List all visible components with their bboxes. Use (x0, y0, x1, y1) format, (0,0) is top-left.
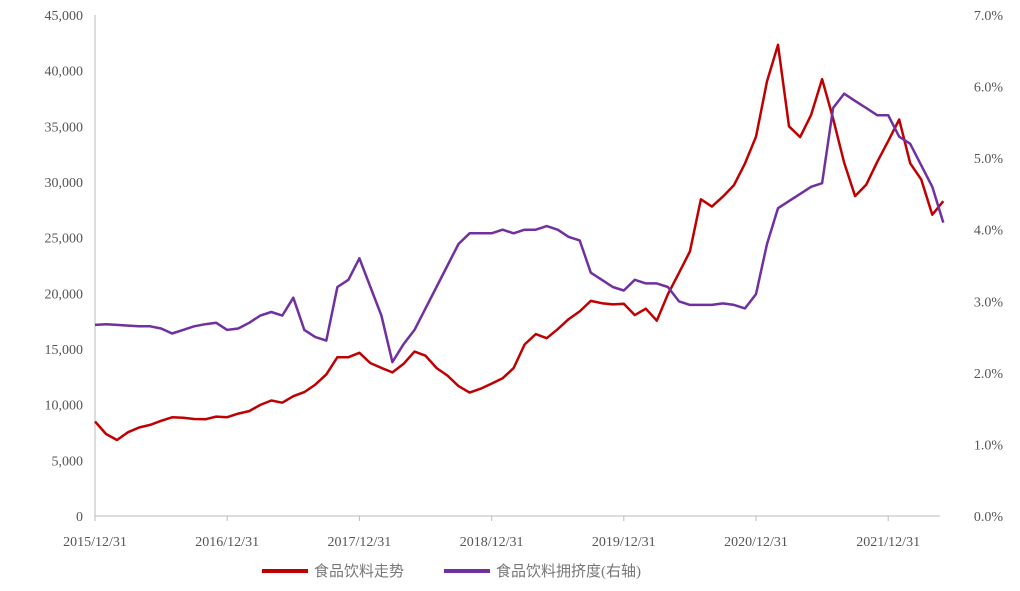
x-tick-label: 2020/12/31 (724, 535, 788, 550)
legend-label: 食品饮料走势 (314, 564, 405, 580)
legend-item-crowding: 食品饮料拥挤度(右轴) (444, 560, 641, 581)
y-right-tick-label: 6.0% (974, 81, 1004, 96)
y-left-tick-label: 45,000 (45, 9, 84, 24)
series-line-index (94, 43, 945, 442)
legend-swatch-red (262, 568, 308, 573)
y-left-tick-label: 25,000 (45, 232, 84, 247)
y-left-tick-label: 5,000 (52, 454, 84, 469)
x-tick-label: 2016/12/31 (195, 535, 259, 550)
y-left-tick-label: 30,000 (45, 176, 84, 191)
y-right-tick-label: 1.0% (974, 438, 1004, 453)
y-right-tick-label: 0.0% (974, 510, 1004, 525)
y-left-tick-label: 0 (76, 510, 83, 525)
y-left-tick-label: 20,000 (45, 287, 84, 302)
series-line-crowding (94, 92, 945, 364)
x-tick-label: 2019/12/31 (592, 535, 656, 550)
y-right-tick-label: 2.0% (974, 367, 1004, 382)
y-left-tick-label: 40,000 (45, 65, 84, 80)
y-right-tick-label: 4.0% (974, 224, 1004, 239)
y-right-tick-label: 5.0% (974, 152, 1004, 167)
legend-item-index: 食品饮料走势 (262, 560, 404, 581)
legend-label: 食品饮料拥挤度(右轴) (496, 564, 642, 580)
y-right-tick-label: 3.0% (974, 295, 1004, 310)
x-tick-label: 2015/12/31 (63, 535, 127, 550)
x-tick-label: 2021/12/31 (856, 535, 920, 550)
y-left-tick-label: 15,000 (45, 343, 84, 358)
y-left-tick-label: 10,000 (45, 399, 84, 414)
x-tick-label: 2018/12/31 (460, 535, 524, 550)
legend: 食品饮料走势 食品饮料拥挤度(右轴) (262, 560, 641, 581)
x-tick-label: 2017/12/31 (328, 535, 392, 550)
y-left-tick-label: 35,000 (45, 120, 84, 135)
y-right-tick-label: 7.0% (974, 9, 1004, 24)
legend-swatch-purple (444, 568, 491, 573)
